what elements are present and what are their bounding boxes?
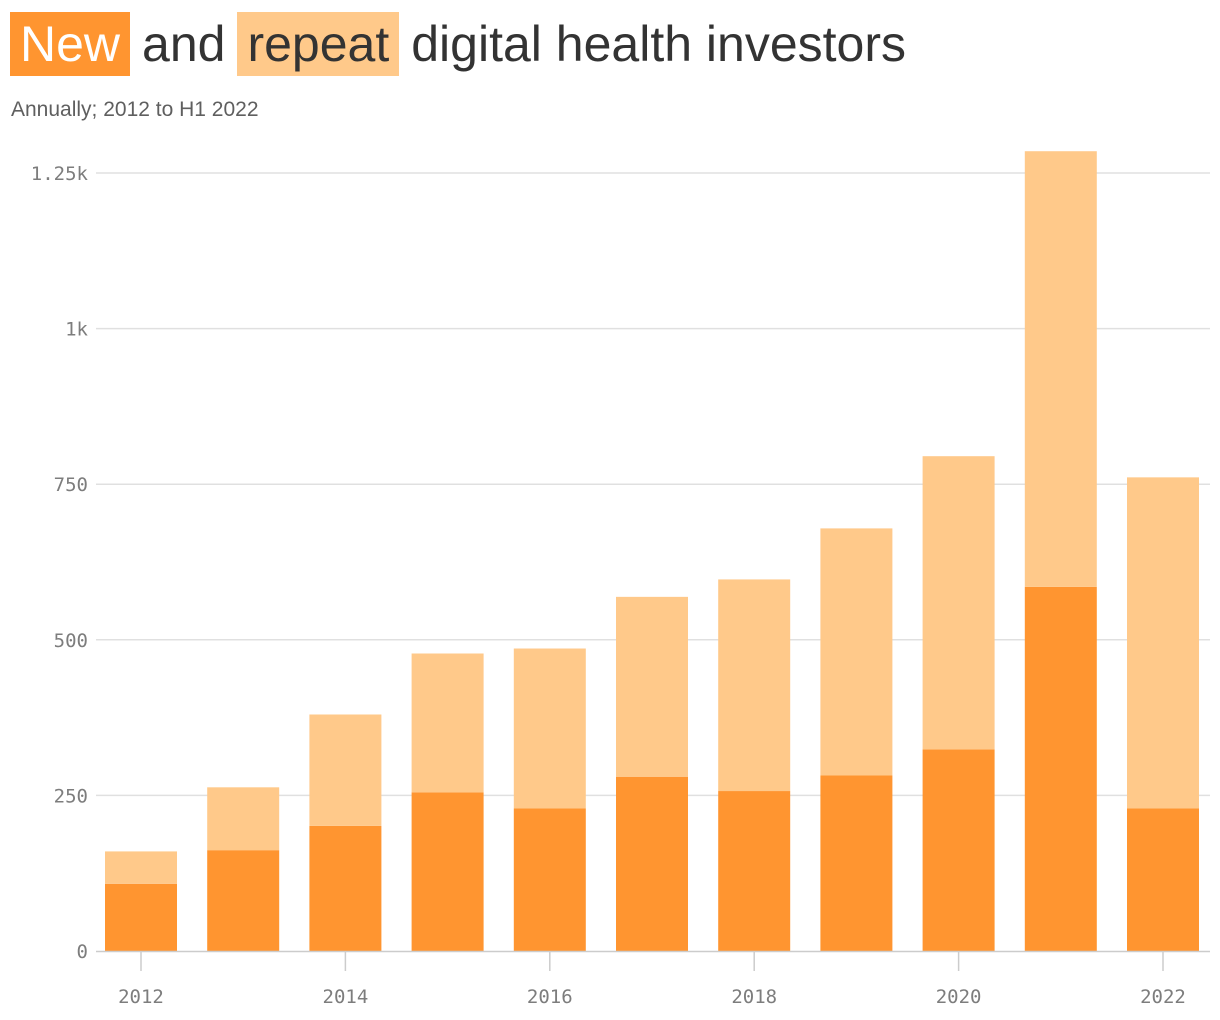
title-and-text: and	[142, 16, 226, 72]
y-tick-label: 1.25k	[31, 163, 89, 185]
bar-new-2015	[411, 792, 484, 951]
x-tick-label: 2016	[527, 986, 573, 1008]
y-tick-label: 500	[54, 630, 88, 652]
bar-new-2018	[718, 791, 791, 951]
bar-repeat-2016	[513, 648, 586, 809]
y-tick-label: 0	[77, 941, 88, 963]
y-tick-label: 1k	[65, 319, 88, 341]
bar-repeat-2012	[105, 851, 177, 884]
bar-repeat-2015	[411, 653, 484, 793]
x-tick-label: 2018	[731, 986, 777, 1008]
chart-title: New and repeat digital health investors	[10, 10, 906, 78]
bar-repeat-2019	[820, 528, 893, 776]
bar-repeat-2022	[1127, 477, 1199, 809]
bar-new-2021	[1024, 586, 1097, 951]
bar-repeat-2014	[309, 714, 382, 826]
y-tick-label: 750	[54, 474, 88, 496]
bar-repeat-2020	[922, 456, 995, 750]
bar-new-2017	[616, 776, 688, 951]
bar-new-2016	[513, 808, 586, 951]
title-new-highlight: New	[10, 12, 131, 76]
title-repeat-highlight: repeat	[237, 12, 400, 76]
x-tick-label: 2012	[118, 986, 164, 1008]
bar-repeat-2013	[207, 787, 280, 851]
bar-new-2014	[309, 825, 382, 951]
bar-new-2019	[820, 775, 893, 951]
bar-repeat-2021	[1024, 151, 1097, 587]
x-tick-label: 2020	[936, 986, 982, 1008]
x-tick-label: 2022	[1140, 986, 1186, 1008]
bar-repeat-2018	[718, 579, 791, 792]
y-tick-label: 250	[54, 785, 88, 807]
bar-new-2013	[207, 850, 280, 951]
chart-subtitle: Annually; 2012 to H1 2022	[11, 98, 259, 121]
title-rest-text: digital health investors	[411, 16, 906, 72]
x-tick-label: 2014	[323, 986, 369, 1008]
bar-new-2022	[1127, 808, 1199, 951]
bar-new-2020	[922, 749, 995, 951]
bar-new-2012	[105, 883, 177, 951]
bar-repeat-2017	[616, 596, 688, 777]
